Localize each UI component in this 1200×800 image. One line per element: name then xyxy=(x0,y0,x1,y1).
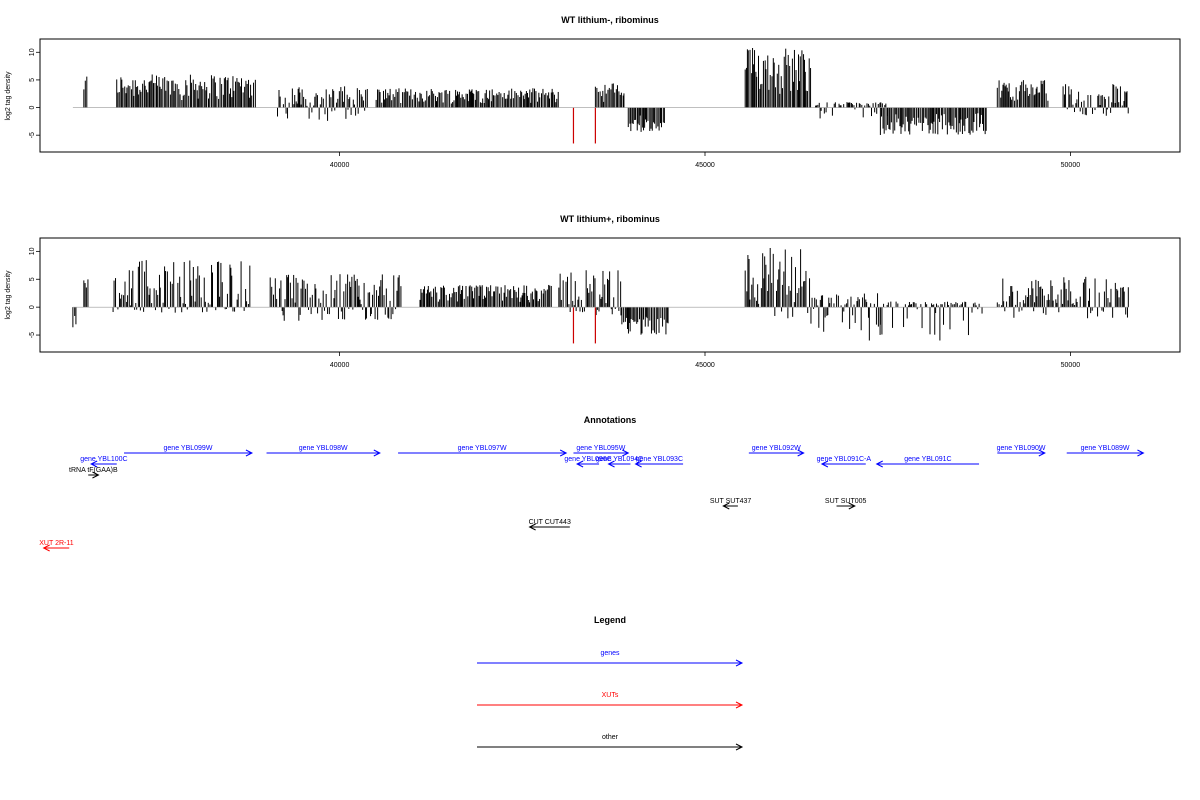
feature-label: gene YBL094C xyxy=(596,456,643,463)
arrow-head xyxy=(42,544,50,552)
feature-other: CUT CUT443 xyxy=(528,519,571,531)
annotations-panel: Annotations gene YBL099W gene YBL098W gene… xyxy=(39,415,1145,552)
feature-label: gene YBL090W xyxy=(997,445,1046,452)
arrow-head xyxy=(848,502,856,510)
feature-gene: gene YBL099W xyxy=(124,445,254,457)
feature-gene: gene YBL091C xyxy=(875,456,980,468)
legend-item: other xyxy=(477,734,744,751)
x-axis: 40000 45000 50000 xyxy=(330,352,1080,369)
track-panel-lithium-plus: WT lithium+, ribominus log2 tag density … xyxy=(5,214,1181,369)
feature-gene: gene YBL100C xyxy=(80,456,128,468)
feature-label: gene YBL091C xyxy=(904,456,951,463)
feature-label: CUT CUT443 xyxy=(529,519,571,526)
feature-label: gene YBL097W xyxy=(458,445,507,452)
panel-title: WT lithium-, ribominus xyxy=(561,15,659,25)
arrow-head xyxy=(622,449,630,457)
feature-gene: gene YBL096C xyxy=(564,456,612,468)
arrow-head xyxy=(575,460,584,468)
legend-label: genes xyxy=(600,650,620,657)
feature-gene: gene YBL089W xyxy=(1066,445,1145,457)
arrow-head xyxy=(373,449,381,457)
feature-label: tRNA tF(GAA)B xyxy=(69,467,118,474)
arrow-head xyxy=(875,460,883,468)
arrow-head xyxy=(722,502,730,510)
y-tick-label: 5 xyxy=(29,78,36,82)
panel-title: WT lithium+, ribominus xyxy=(560,214,660,224)
y-axis: -5 0 5 10 xyxy=(29,247,40,338)
feature-gene: gene YBL093C xyxy=(634,456,684,468)
y-tick-label: 5 xyxy=(29,277,36,281)
feature-label: gene YBL096C xyxy=(564,456,611,463)
arrow-head xyxy=(735,701,744,709)
legend-label: XUTs xyxy=(602,692,619,699)
y-tick-label: 10 xyxy=(29,247,36,255)
x-tick-label: 50000 xyxy=(1061,362,1081,369)
y-tick-label: 0 xyxy=(29,305,36,309)
x-tick-label: 45000 xyxy=(695,162,715,169)
feature-other: tRNA tF(GAA)B xyxy=(69,467,118,479)
feature-label: gene YBL099W xyxy=(164,445,213,452)
feature-label: SUT SUT005 xyxy=(825,498,867,505)
arrow-head xyxy=(607,460,615,468)
arrow-head xyxy=(90,460,98,468)
feature-label: gene YBL093C xyxy=(636,456,683,463)
arrow-head xyxy=(735,743,744,751)
arrow-head xyxy=(797,449,805,457)
feature-gene: gene YBL095W xyxy=(573,445,630,457)
feature-track: gene YBL099W gene YBL098W gene YBL097W gene… xyxy=(39,445,1145,552)
feature-gene: gene YBL094C xyxy=(596,456,643,468)
y-tick-label: 10 xyxy=(29,48,36,56)
legend-item: genes xyxy=(477,650,744,667)
feature-label: gene YBL092W xyxy=(752,445,801,452)
y-axis: -5 0 5 10 xyxy=(29,48,40,138)
legend-title: Legend xyxy=(594,615,626,625)
feature-label: XUT 2R-11 xyxy=(39,540,73,547)
feature-gene: gene YBL098W xyxy=(266,445,381,457)
arrow-head xyxy=(92,471,100,479)
feature-label: gene YBL095W xyxy=(576,445,625,452)
y-tick-label: -5 xyxy=(29,332,36,338)
arrow-head xyxy=(528,523,536,531)
arrow-head xyxy=(245,449,254,457)
feature-gene: gene YBL090W xyxy=(997,445,1046,457)
legend-item: XUTs xyxy=(477,692,744,709)
arrow-head xyxy=(1038,449,1046,457)
plot-frame xyxy=(39,237,1181,353)
track-panel-lithium-minus: WT lithium-, ribominus log2 tag density … xyxy=(5,15,1181,169)
feature-gene: gene YBL097W xyxy=(398,445,568,457)
x-tick-label: 40000 xyxy=(330,162,350,169)
feature-xut: XUT 2R-11 xyxy=(39,540,74,552)
y-axis-label: log2 tag density xyxy=(5,71,12,121)
feature-other: SUT SUT005 xyxy=(825,498,867,510)
data-bars xyxy=(72,247,1129,344)
feature-gene: gene YBL092W xyxy=(748,445,805,457)
legend-items: genes XUTs other xyxy=(477,650,744,751)
x-tick-label: 45000 xyxy=(695,362,715,369)
feature-gene: gene YBL091C-A xyxy=(817,456,872,468)
arrow-head xyxy=(634,460,642,468)
data-bars xyxy=(83,47,1129,144)
x-axis: 40000 45000 50000 xyxy=(330,152,1080,169)
y-tick-label: 0 xyxy=(29,106,36,110)
feature-other: SUT SUT437 xyxy=(710,498,752,510)
arrow-head xyxy=(1137,449,1145,457)
annotations-title: Annotations xyxy=(584,415,637,425)
x-tick-label: 40000 xyxy=(330,362,350,369)
feature-label: SUT SUT437 xyxy=(710,498,752,505)
feature-label: gene YBL089W xyxy=(1081,445,1130,452)
y-tick-label: -5 xyxy=(29,132,36,138)
arrow-head xyxy=(559,449,568,457)
legend: Legend genes XUTs other xyxy=(477,615,744,751)
feature-label: gene YBL100C xyxy=(80,456,127,463)
x-tick-label: 50000 xyxy=(1061,162,1081,169)
feature-label: gene YBL098W xyxy=(299,445,348,452)
arrow-head xyxy=(820,460,829,468)
legend-label: other xyxy=(602,734,619,741)
y-axis-label: log2 tag density xyxy=(5,270,12,320)
feature-label: gene YBL091C-A xyxy=(817,456,872,463)
plot-frame xyxy=(39,38,1181,153)
arrow-head xyxy=(735,659,744,667)
